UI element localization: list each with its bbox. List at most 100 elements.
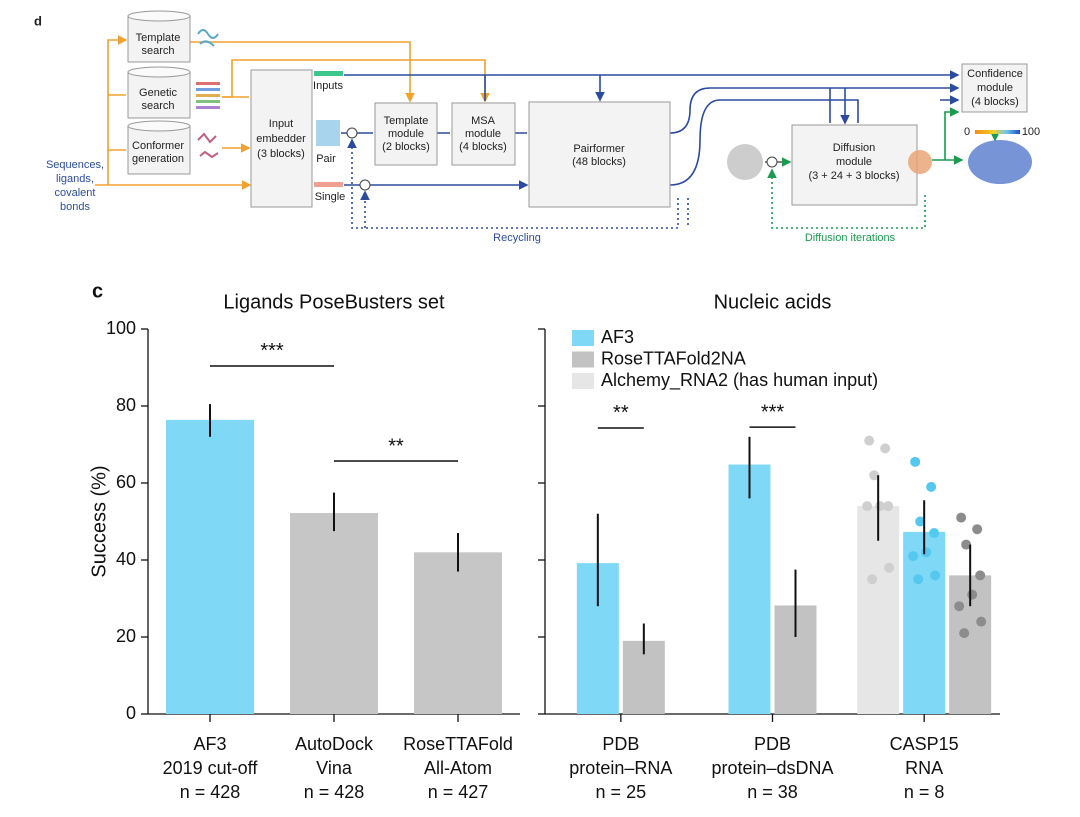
legend-label: Alchemy_RNA2 (has human input): [601, 370, 878, 391]
bar: [728, 464, 771, 714]
x-tick-label: Vina: [316, 758, 353, 778]
bar: [290, 513, 378, 714]
node-label: (3 + 24 + 3 blocks): [808, 170, 899, 182]
bar: [166, 419, 254, 714]
conformer-icon: [197, 132, 219, 159]
node-label: (4 blocks): [459, 141, 507, 153]
sum-node: [359, 179, 371, 191]
sample-size-label: n = 25: [596, 782, 647, 802]
y-tick-label: 40: [116, 549, 136, 569]
bar: [903, 531, 946, 714]
database: [127, 10, 191, 63]
repr-label: Inputs: [313, 80, 343, 92]
arrow: [190, 41, 415, 103]
data-point: [929, 528, 940, 539]
data-point: [967, 589, 978, 600]
x-tick-label: RoseTTAFold: [403, 734, 513, 754]
diffusion-loop: [767, 168, 926, 229]
data-point: [862, 501, 873, 512]
architecture-diagram: d Template search Genetic search Conform…: [34, 10, 1040, 244]
database: [127, 66, 191, 119]
node-label: embedder: [256, 133, 306, 145]
node-label: (4 blocks): [971, 96, 1019, 108]
y-tick-label: 100: [106, 318, 136, 338]
data-point: [908, 551, 919, 562]
node-label: module: [836, 156, 872, 168]
scale-label: 0: [964, 126, 970, 138]
module-box: [961, 63, 1028, 113]
x-tick-label: PDB: [754, 734, 791, 754]
legend-swatch: [572, 373, 594, 389]
database: [127, 120, 191, 175]
data-point: [884, 562, 895, 573]
data-point: [976, 616, 987, 627]
node-label: Template: [384, 115, 429, 127]
arrow: [107, 35, 128, 185]
node-label: Template: [136, 32, 181, 44]
inputs-repr: [314, 71, 343, 76]
structure-icon: [908, 150, 932, 174]
arrow: [484, 75, 600, 101]
x-tick-label: PDB: [602, 734, 639, 754]
x-tick-label: protein–RNA: [569, 758, 672, 778]
data-point: [869, 470, 880, 481]
structure-icon: [968, 140, 1032, 184]
data-point: [883, 501, 894, 512]
data-point: [915, 516, 926, 527]
data-point: [880, 443, 891, 454]
node-label: Diffusion: [833, 142, 876, 154]
input-label: bonds: [60, 201, 90, 213]
confidence-scale: [975, 130, 1020, 134]
arrow: [108, 94, 126, 151]
node-label: generation: [132, 153, 184, 165]
pair-repr: [316, 120, 340, 146]
arrow: [944, 107, 960, 160]
recycling-loop: [347, 138, 679, 229]
chart-title: Nucleic acids: [714, 291, 832, 313]
data-point: [867, 574, 878, 585]
data-point: [910, 456, 921, 467]
data-point: [959, 628, 970, 639]
noise-cloud: [727, 144, 763, 180]
panel-label: c: [92, 280, 103, 302]
legend-swatch: [572, 330, 594, 346]
y-tick-label: 80: [116, 395, 136, 415]
module-box: [528, 101, 671, 208]
legend-swatch: [572, 351, 594, 368]
node-label: module: [977, 82, 1013, 94]
charts: c Ligands PoseBusters set Success (%) 0 20 4…: [88, 280, 1000, 802]
data-point: [864, 435, 875, 446]
arrow: [669, 88, 859, 186]
recycling-loop: [365, 192, 689, 228]
loop-label: Recycling: [493, 232, 541, 244]
significance-label: **: [613, 402, 629, 424]
node-label: Input: [269, 118, 293, 130]
sample-size-label: n = 428: [180, 782, 241, 802]
repr-label: Pair: [316, 153, 336, 165]
input-label: ligands,: [56, 173, 94, 185]
chart-title: Ligands PoseBusters set: [223, 291, 445, 313]
legend-label: AF3: [601, 327, 634, 347]
legend-label: RoseTTAFold2NA: [601, 348, 746, 368]
module-box: [374, 102, 438, 166]
loop-label: Diffusion iterations: [805, 232, 896, 244]
node-label: Confidence: [967, 68, 1023, 80]
x-tick-label: AutoDock: [295, 734, 374, 754]
arrow: [222, 96, 249, 148]
significance-label: **: [388, 435, 404, 457]
x-tick-label: AF3: [193, 734, 226, 754]
node-label: Genetic: [139, 87, 177, 99]
panel-label: d: [34, 13, 42, 28]
input-label: covalent: [55, 187, 96, 199]
significance-label: ***: [260, 340, 284, 362]
data-point: [921, 547, 932, 558]
module-box: [451, 102, 516, 166]
sample-size-label: n = 428: [304, 782, 365, 802]
y-tick-label: 20: [116, 626, 136, 646]
node-label: (2 blocks): [382, 141, 430, 153]
node-label: Conformer: [132, 140, 184, 152]
x-tick-label: RNA: [905, 758, 943, 778]
data-point: [975, 570, 986, 581]
data-point: [961, 539, 972, 550]
sum-node: [766, 156, 778, 168]
